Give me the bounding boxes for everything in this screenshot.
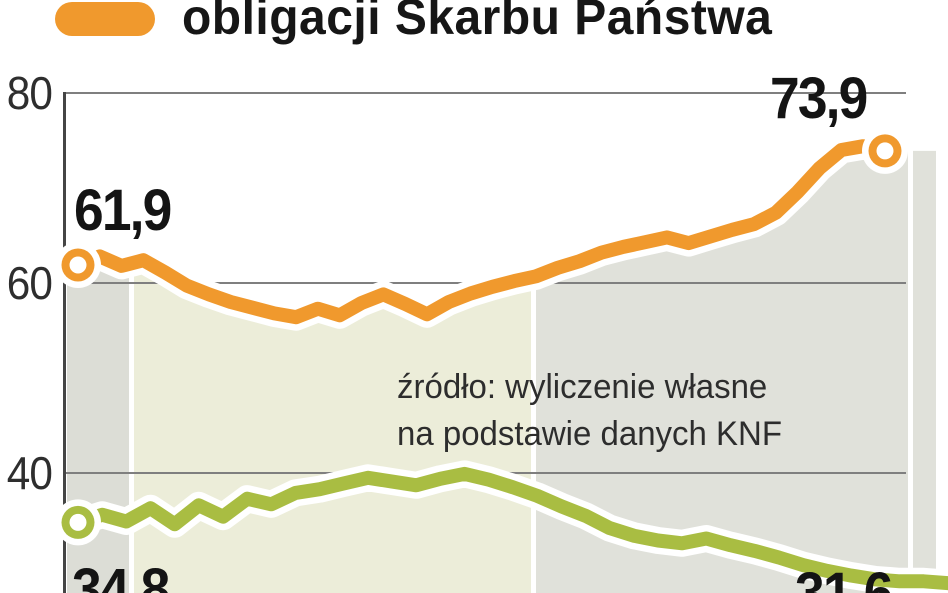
source-note: źródło: wyliczenie własne na podstawie d… bbox=[397, 364, 782, 458]
y-tick-80: 80 bbox=[6, 67, 53, 119]
green-end-value-label: 31,6 bbox=[795, 565, 893, 593]
source-note-line2: na podstawie danych KNF bbox=[397, 415, 782, 453]
orange-end-value-label: 73,9 bbox=[770, 66, 868, 131]
orange-series-markers bbox=[55, 127, 908, 288]
series-endpoint-marker bbox=[876, 142, 894, 160]
green-series-markers bbox=[55, 499, 101, 546]
y-tick-60: 60 bbox=[6, 257, 53, 309]
green-start-value-label: 34,8 bbox=[72, 557, 170, 593]
series-endpoint-marker bbox=[69, 256, 87, 274]
green-series-line bbox=[71, 466, 948, 591]
orange-series bbox=[55, 127, 908, 331]
legend-label: obligacji Skarbu Państwa bbox=[182, 0, 773, 45]
green-series bbox=[55, 460, 948, 593]
y-tick-40: 40 bbox=[6, 447, 53, 499]
period-band bbox=[913, 146, 936, 593]
source-note-line1: źródło: wyliczenie własne bbox=[397, 368, 768, 406]
series-endpoint-marker bbox=[69, 513, 87, 531]
legend-orange-marker bbox=[55, 2, 155, 36]
orange-start-value-label: 61,9 bbox=[74, 178, 172, 243]
orange-series-line bbox=[71, 139, 892, 325]
